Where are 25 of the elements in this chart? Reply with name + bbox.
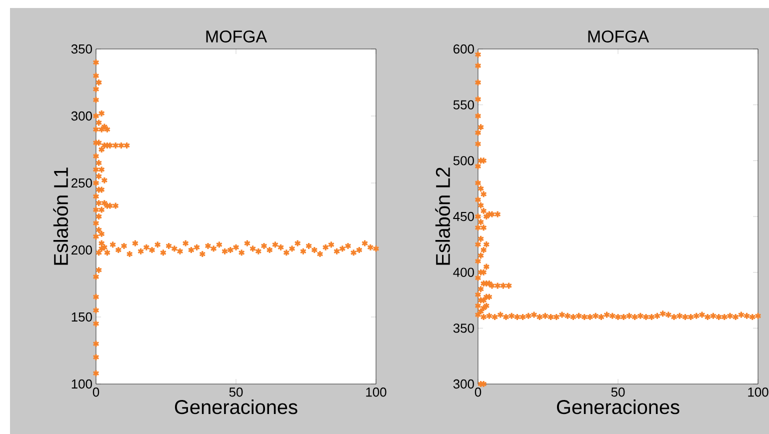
y-axis-title: Eslabón L2 bbox=[435, 168, 450, 265]
y-axis-title: Eslabón L1 bbox=[53, 168, 68, 265]
y-tick-label: 550 bbox=[453, 100, 474, 110]
x-axis-title: Generaciones bbox=[174, 400, 298, 414]
y-tick-label: 500 bbox=[453, 156, 474, 166]
x-tick-label: 100 bbox=[366, 388, 386, 397]
y-tick-label: 300 bbox=[453, 379, 474, 389]
chart-title: MOFGA bbox=[588, 30, 650, 43]
y-tick-label: 450 bbox=[453, 212, 474, 222]
x-tick-label: 50 bbox=[229, 388, 243, 397]
x-tick-label: 100 bbox=[748, 388, 768, 397]
chart-title: MOFGA bbox=[206, 30, 268, 43]
y-tick-label: 600 bbox=[454, 44, 474, 54]
y-tick-label: 350 bbox=[71, 44, 92, 54]
x-tick-label: 0 bbox=[92, 388, 100, 397]
x-tick-label: 0 bbox=[474, 388, 482, 397]
y-tick-label: 100 bbox=[72, 379, 92, 389]
y-tick-label: 200 bbox=[72, 245, 92, 255]
y-tick-label: 300 bbox=[71, 111, 92, 121]
y-tick-label: 150 bbox=[72, 312, 92, 322]
y-tick-label: 400 bbox=[453, 268, 474, 277]
y-tick-label: 250 bbox=[72, 178, 92, 188]
x-axis-title: Generaciones bbox=[556, 400, 680, 414]
y-tick-label: 350 bbox=[453, 324, 474, 333]
x-tick-label: 50 bbox=[611, 388, 625, 397]
